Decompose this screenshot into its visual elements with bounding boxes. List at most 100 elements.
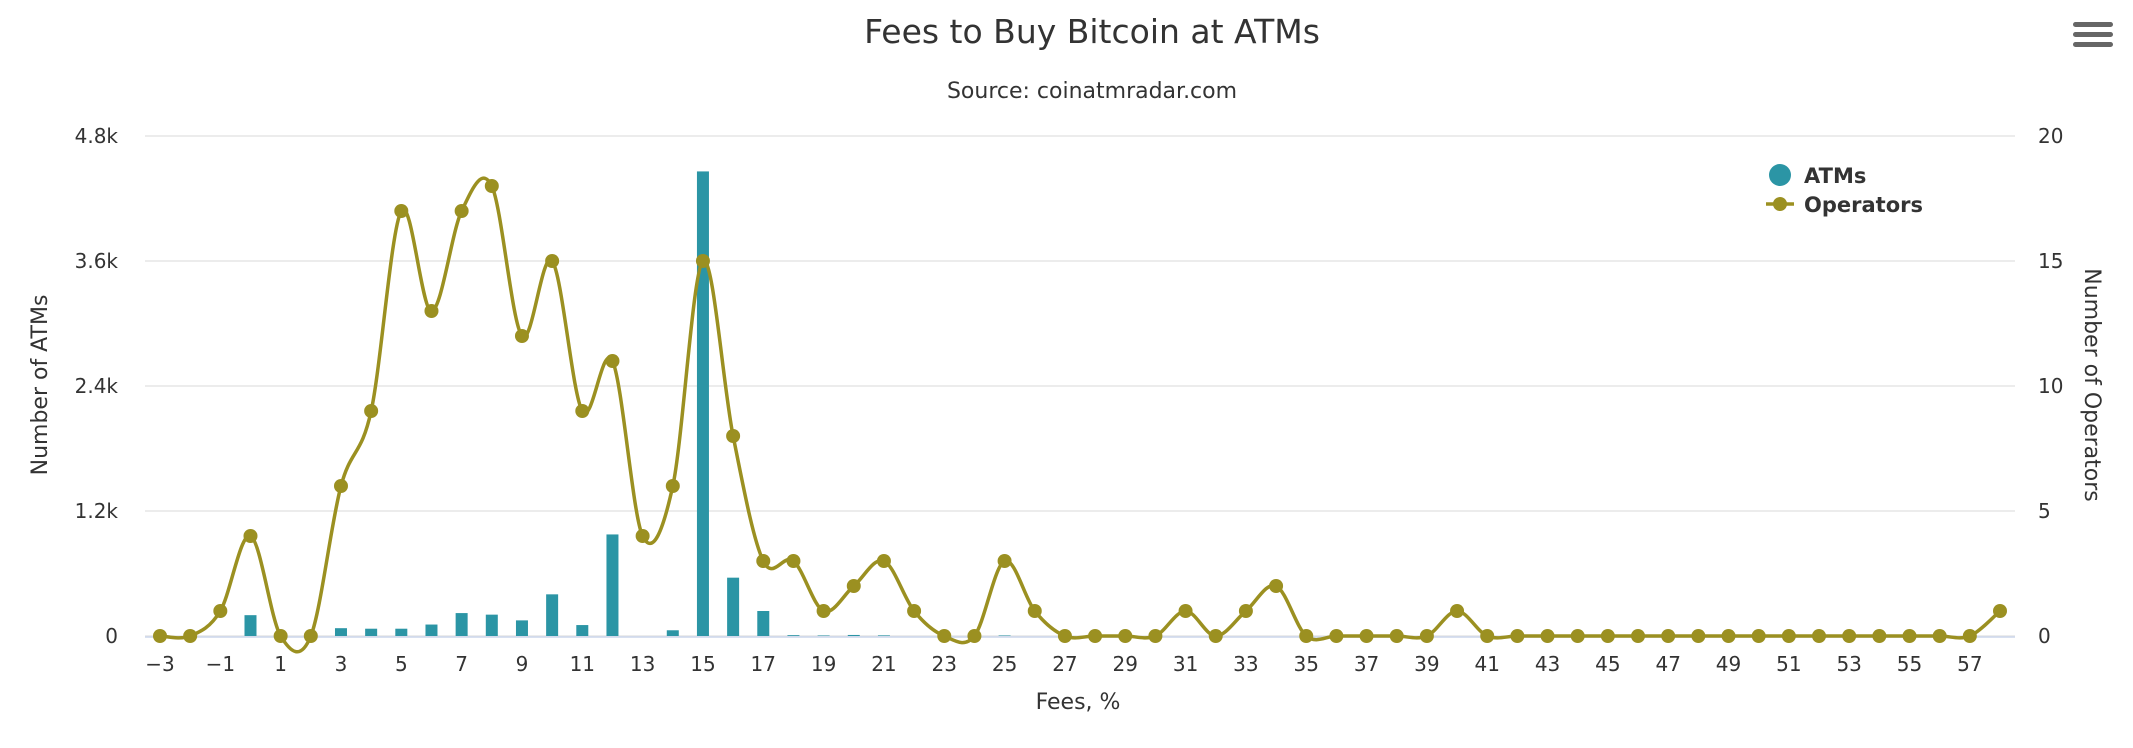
operators-marker[interactable] (1148, 629, 1163, 643)
operators-marker[interactable] (1450, 604, 1465, 618)
operators-marker[interactable] (243, 529, 258, 543)
operators-marker[interactable] (1962, 629, 1977, 643)
operators-marker[interactable] (695, 254, 710, 268)
operators-marker[interactable] (997, 554, 1012, 568)
operators-marker[interactable] (424, 304, 439, 318)
operators-marker[interactable] (454, 204, 469, 218)
atms-bar[interactable] (425, 624, 438, 636)
atms-bar[interactable] (847, 634, 860, 636)
atms-bar[interactable] (546, 594, 559, 636)
operators-marker[interactable] (1269, 579, 1284, 593)
operators-marker[interactable] (1661, 629, 1676, 643)
right-y-tick-label: 10 (2038, 374, 2063, 398)
operators-marker[interactable] (1540, 629, 1555, 643)
x-tick-label: 5 (395, 652, 408, 676)
atms-bar[interactable] (817, 635, 830, 636)
operators-marker[interactable] (333, 479, 348, 493)
operators-marker[interactable] (1842, 629, 1857, 643)
operators-marker[interactable] (273, 629, 288, 643)
atms-bar[interactable] (485, 614, 498, 636)
operators-series-line[interactable] (159, 176, 2002, 654)
legend-operators-label: Operators (1804, 193, 1923, 217)
operators-marker[interactable] (1691, 629, 1706, 643)
operators-marker[interactable] (1208, 629, 1223, 643)
atms-bar[interactable] (334, 628, 347, 636)
operators-marker[interactable] (1751, 629, 1766, 643)
operators-marker[interactable] (575, 404, 590, 418)
atms-bar[interactable] (727, 577, 740, 636)
operators-marker[interactable] (756, 554, 771, 568)
operators-marker[interactable] (1600, 629, 1615, 643)
atms-bar[interactable] (787, 635, 800, 636)
operators-marker[interactable] (1118, 629, 1133, 643)
x-tick-label: 25 (992, 652, 1017, 676)
operators-marker[interactable] (1812, 629, 1827, 643)
operators-marker[interactable] (1993, 604, 2007, 618)
x-tick-label: 19 (811, 652, 836, 676)
operators-marker[interactable] (1631, 629, 1646, 643)
operators-marker[interactable] (1510, 629, 1525, 643)
operators-marker[interactable] (1781, 629, 1796, 643)
operators-marker[interactable] (1721, 629, 1736, 643)
operators-marker[interactable] (937, 629, 952, 643)
atms-bar[interactable] (576, 625, 589, 636)
operators-marker[interactable] (786, 554, 801, 568)
operators-marker[interactable] (635, 529, 650, 543)
operators-marker[interactable] (726, 429, 741, 443)
x-axis-title: Fees, % (1036, 690, 1121, 715)
operators-marker[interactable] (213, 604, 228, 618)
operators-marker[interactable] (1027, 604, 1042, 618)
operators-marker[interactable] (1178, 604, 1193, 618)
legend-item-atms[interactable]: ATMs (1769, 164, 1866, 188)
operators-marker[interactable] (1359, 629, 1374, 643)
operators-marker[interactable] (1088, 629, 1103, 643)
atms-bar[interactable] (998, 635, 1011, 636)
operators-marker[interactable] (605, 354, 620, 368)
operators-marker[interactable] (484, 179, 499, 193)
operators-marker[interactable] (1570, 629, 1585, 643)
x-tick-label: 1 (274, 652, 287, 676)
atms-bar[interactable] (455, 613, 468, 636)
operators-marker[interactable] (183, 629, 198, 643)
hamburger-menu-icon[interactable] (2073, 22, 2113, 58)
operators-marker[interactable] (1057, 629, 1072, 643)
operators-marker[interactable] (876, 554, 891, 568)
legend-item-operators[interactable]: Operators (1766, 193, 1923, 217)
operators-marker[interactable] (907, 604, 922, 618)
operators-marker[interactable] (153, 629, 167, 643)
operators-marker[interactable] (1419, 629, 1434, 643)
operators-marker[interactable] (1299, 629, 1314, 643)
x-tick-label: 35 (1294, 652, 1319, 676)
atms-bar[interactable] (696, 171, 709, 636)
operators-marker[interactable] (1329, 629, 1344, 643)
operators-marker[interactable] (846, 579, 861, 593)
atms-bar[interactable] (365, 628, 378, 636)
operators-marker[interactable] (1872, 629, 1887, 643)
operators-marker[interactable] (1902, 629, 1917, 643)
atms-bar[interactable] (606, 534, 619, 636)
atms-bar[interactable] (395, 628, 408, 636)
operators-marker[interactable] (394, 204, 409, 218)
operators-marker[interactable] (303, 629, 318, 643)
x-tick-label: 11 (570, 652, 595, 676)
operators-markers[interactable] (153, 179, 2007, 643)
operators-marker[interactable] (816, 604, 831, 618)
operators-marker[interactable] (1480, 629, 1495, 643)
x-tick-label: 13 (630, 652, 655, 676)
operators-marker[interactable] (1389, 629, 1404, 643)
atms-bars[interactable] (244, 171, 1011, 636)
operators-marker[interactable] (967, 629, 982, 643)
atms-bar[interactable] (757, 611, 770, 636)
x-tick-label: 55 (1897, 652, 1922, 676)
atms-bar[interactable] (666, 630, 679, 636)
atms-bar[interactable] (515, 620, 528, 636)
operators-marker[interactable] (545, 254, 560, 268)
atms-bar[interactable] (244, 615, 257, 636)
operators-marker[interactable] (1238, 604, 1253, 618)
operators-marker[interactable] (1932, 629, 1947, 643)
operators-marker[interactable] (665, 479, 680, 493)
operators-marker[interactable] (514, 329, 529, 343)
operators-marker[interactable] (364, 404, 379, 418)
atms-bar[interactable] (877, 635, 890, 636)
